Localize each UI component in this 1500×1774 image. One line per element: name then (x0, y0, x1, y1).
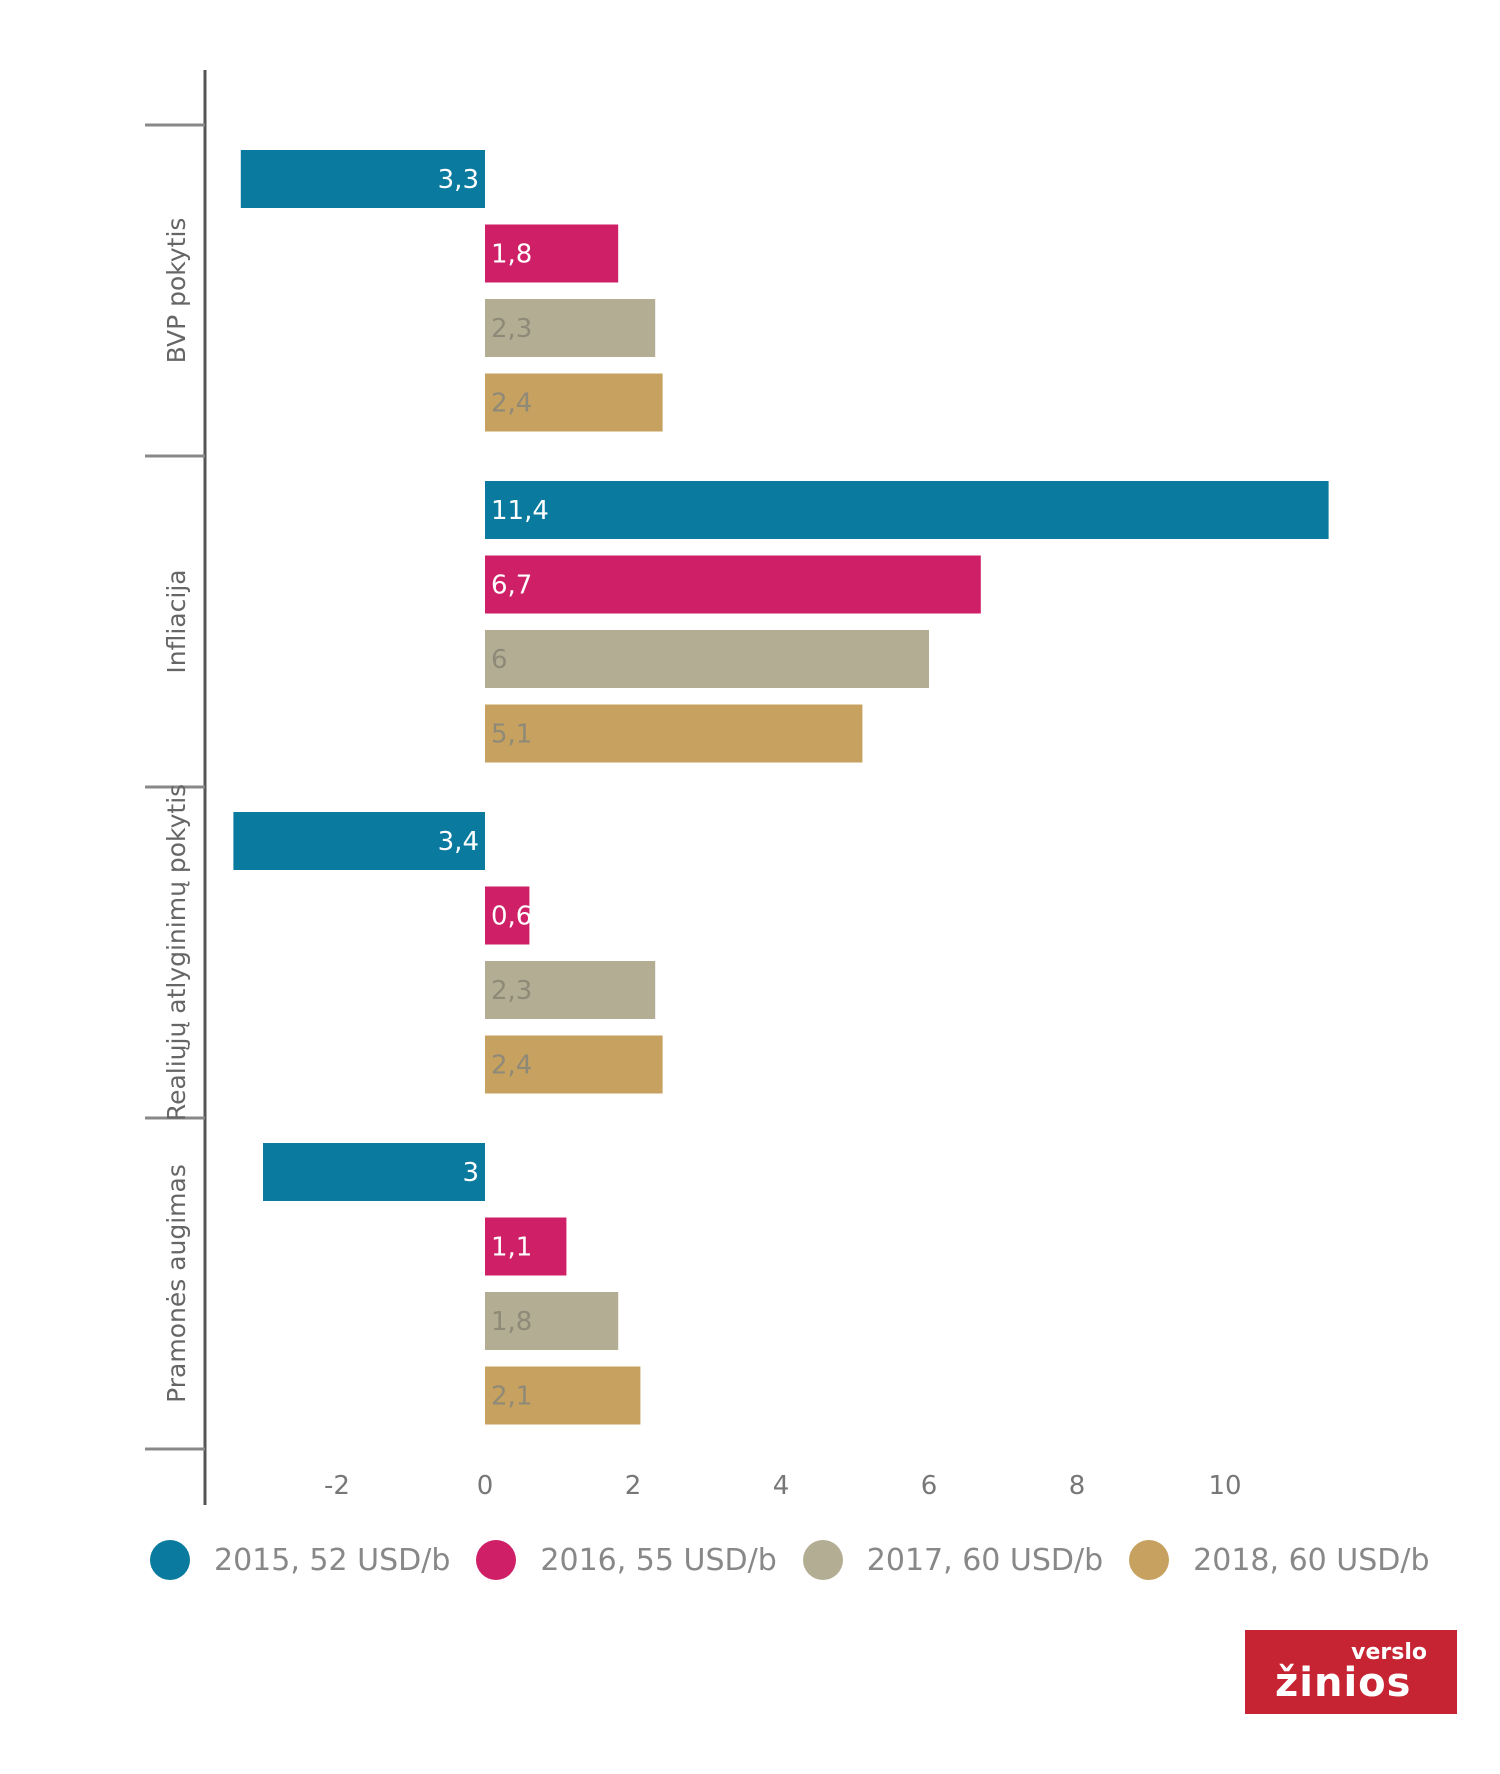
bar (485, 1035, 663, 1094)
x-tick-label: 4 (773, 1471, 790, 1501)
legend-item: 2018, 60 USD/b (1129, 1540, 1430, 1580)
legend-label: 2017, 60 USD/b (866, 1542, 1104, 1578)
x-tick-label: 0 (477, 1471, 494, 1501)
bar-value-label: 6 (491, 645, 508, 675)
bar-value-label: 2,4 (491, 389, 532, 419)
category-label: Pramonės augimas (162, 1164, 191, 1403)
bar (485, 961, 656, 1019)
verslo-zinios-logo: verslo žinios (1245, 1630, 1457, 1714)
category-label: Infliacija (162, 569, 191, 673)
x-tick-label: 8 (1069, 1471, 1086, 1501)
bar-value-label: 3 (462, 1158, 479, 1188)
bar (485, 224, 619, 283)
bar-value-label: 3,3 (438, 165, 479, 195)
legend-label: 2015, 52 USD/b (214, 1542, 451, 1578)
bar-value-label: 2,4 (491, 1051, 532, 1081)
legend-swatch (476, 1540, 517, 1580)
bar-value-label: 2,1 (491, 1382, 532, 1412)
x-tick-label: 2 (625, 1471, 642, 1501)
bar (263, 1143, 485, 1201)
x-tick-label: 10 (1208, 1471, 1241, 1501)
logo-line1: verslo (1351, 1640, 1427, 1665)
bar-value-label: 2,3 (491, 314, 532, 344)
bar (485, 886, 530, 945)
legend-item: 2017, 60 USD/b (802, 1540, 1104, 1580)
bar-value-label: 6,7 (491, 571, 532, 601)
bar (485, 1366, 641, 1425)
bar (485, 299, 656, 357)
legend: 2015, 52 USD/b 2016, 55 USD/b 2017, 60 USD… (150, 1530, 1430, 1590)
bar-value-label: 2,3 (491, 976, 532, 1006)
legend-label: 2018, 60 USD/b (1193, 1542, 1430, 1578)
bar-value-label: 0,6 (491, 902, 532, 932)
bar-value-label: 1,1 (491, 1233, 532, 1263)
bar (485, 704, 863, 763)
logo-line2: žinios (1275, 1660, 1412, 1706)
bar (485, 481, 1329, 539)
x-tick-label: -2 (324, 1471, 350, 1501)
x-tick-label: 6 (921, 1471, 938, 1501)
category-label: Realiųjų atlyginimų pokytis (162, 784, 191, 1121)
bar (233, 812, 485, 870)
bar (485, 630, 929, 688)
bar (485, 1292, 619, 1350)
category-label: BVP pokytis (162, 218, 191, 364)
legend-swatch (1129, 1540, 1170, 1580)
bar-value-label: 5,1 (491, 720, 532, 750)
bar (240, 150, 485, 208)
bar (485, 555, 981, 614)
legend-item: 2015, 52 USD/b (150, 1540, 450, 1580)
legend-swatch (802, 1540, 843, 1580)
legend-label: 2016, 55 USD/b (540, 1542, 777, 1578)
bar (485, 373, 663, 432)
legend-swatch (150, 1540, 190, 1580)
legend-item: 2016, 55 USD/b (476, 1540, 777, 1580)
bar (485, 1217, 567, 1276)
bar-value-label: 3,4 (438, 827, 479, 857)
bar-value-label: 11,4 (491, 496, 549, 526)
chart-area: BVP pokytis Infliacija Realiųjų atlyginimų… (145, 70, 1329, 1505)
bar-value-label: 1,8 (491, 1307, 532, 1337)
bar-value-label: 1,8 (491, 240, 532, 270)
